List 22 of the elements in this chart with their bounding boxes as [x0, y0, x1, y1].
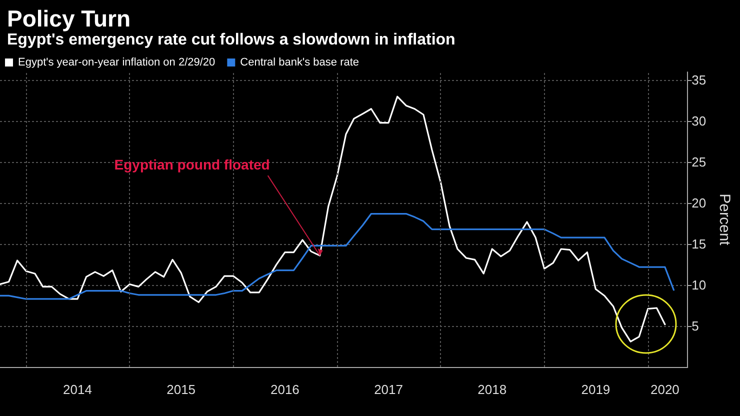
chart-title: Policy Turn: [7, 6, 131, 32]
y-tick-label: 35: [692, 72, 706, 88]
line-series: [0, 212, 675, 300]
y-axis-title: Percent: [716, 194, 733, 246]
y-tick-label: 10: [692, 278, 706, 293]
line-series: [0, 96, 666, 342]
y-tick-label: 25: [692, 154, 706, 170]
annotation: Egyptian pound floated: [114, 156, 270, 173]
legend-label: Egypt's year-on-year inflation on 2/29/20: [18, 56, 216, 68]
chart-subtitle: Egypt's emergency rate cut follows a slowdown in inflation: [7, 32, 456, 48]
y-tick-label: 5: [692, 318, 699, 334]
x-tick-label: 2019: [581, 382, 610, 397]
x-tick-label: 2017: [374, 382, 403, 397]
x-tick-label: 2016: [270, 382, 300, 397]
y-tick-label: 30: [692, 114, 706, 129]
legend-label: Central bank's base rate: [240, 56, 360, 68]
y-tick-label: 20: [692, 196, 706, 211]
y-tick-label: 15: [692, 236, 706, 252]
x-tick-label: 2018: [478, 382, 507, 397]
x-tick-label: 2020: [650, 382, 680, 397]
x-tick-label: 2015: [166, 382, 196, 397]
x-tick-label: 2014: [63, 382, 92, 397]
